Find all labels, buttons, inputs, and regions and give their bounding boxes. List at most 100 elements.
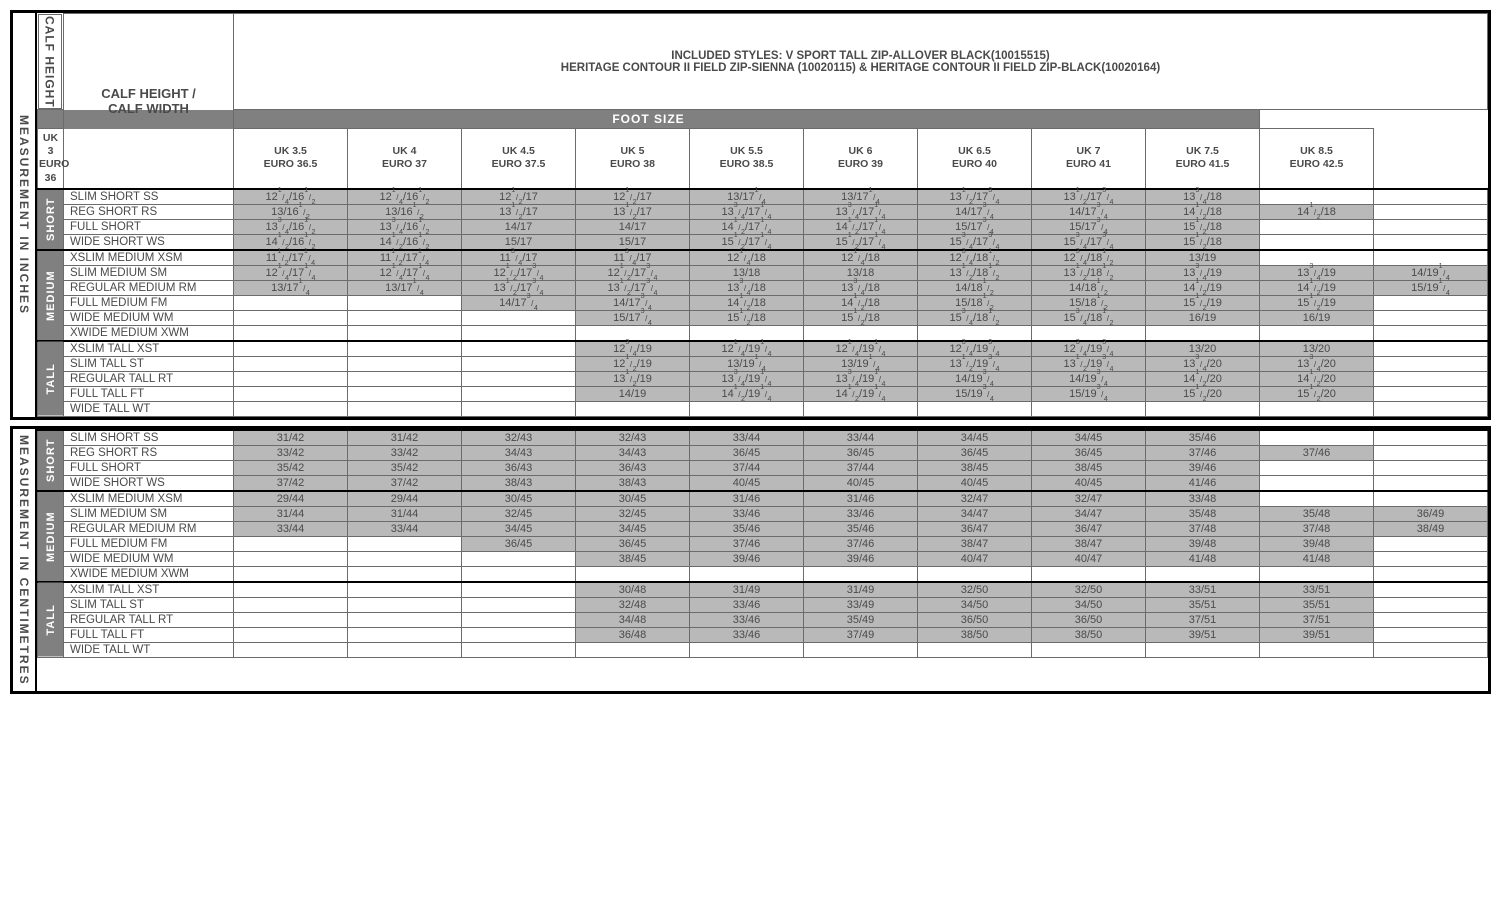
measurement-cell [918,642,1032,657]
size-column-header: UK 5.5EURO 38.5 [690,129,804,189]
measurement-cell: 133/4/20 [1146,356,1260,371]
measurement-cell: 36/45 [1032,445,1146,460]
measurement-cell [1260,219,1374,234]
measurement-cell: 13/191/4 [690,356,804,371]
measurement-cell: 151/2/18 [1146,234,1260,250]
width-row-label: SLIM MEDIUM SM [64,265,234,280]
measurement-cell: 121/4/171/4 [234,265,348,280]
measurement-cell: 33/46 [804,506,918,521]
measurement-cell [1374,536,1488,551]
measurement-cell [1374,401,1488,416]
measurement-cell: 38/43 [576,475,690,491]
measurement-cell: 33/46 [690,627,804,642]
measurement-cell: 32/48 [576,597,690,612]
measurement-cell: 32/45 [462,506,576,521]
measurement-cell [1374,250,1488,266]
measurement-cell [234,371,348,386]
measurement-cell: 36/43 [576,460,690,475]
measurement-cell: 151/2/19 [1146,295,1260,310]
measurement-cell: 131/2/193/4 [918,356,1032,371]
measurement-cell: 121/2/173/4 [462,265,576,280]
measurement-cell: 14/173/4 [462,295,576,310]
measurement-cell: 34/43 [462,445,576,460]
measurement-cell: 151/2/18 [1146,219,1260,234]
measurement-cell: 121/4/161/2 [234,189,348,205]
measurement-cell: 151/2/18 [690,310,804,325]
measurement-cell [348,295,462,310]
measurement-cell: 36/47 [918,521,1032,536]
measurement-cell: 37/44 [690,460,804,475]
measurement-cell [234,642,348,657]
measurement-cell: 151/2/171/4 [804,234,918,250]
measurement-cell [1374,219,1488,234]
measurement-cell: 38/47 [1032,536,1146,551]
measurement-cell: 33/48 [1146,491,1260,507]
measurement-cell [462,341,576,357]
measurement-cell: 37/46 [1146,445,1260,460]
measurement-cell [690,401,804,416]
measurement-cell [234,310,348,325]
measurement-cell: 14/181/2 [918,280,1032,295]
measurement-cell [576,566,690,582]
measurement-cell: 131/2/181/2 [1032,265,1146,280]
measurement-cell: 32/50 [918,582,1032,598]
measurement-cell [1260,491,1374,507]
measurement-cell: 33/44 [348,521,462,536]
size-column-header: UK 8.5EURO 42.5 [1260,129,1374,189]
measurement-cell: 33/46 [690,506,804,521]
measurement-cell: 13/18 [690,265,804,280]
measurement-cell [234,566,348,582]
measurement-cell: 121/2/17 [576,189,690,205]
width-row-label: REGULAR TALL RT [64,371,234,386]
width-row-label: SLIM SHORT SS [64,189,234,205]
measurement-cell: 153/4/173/4 [1032,234,1146,250]
measurement-cell: 14/173/4 [576,295,690,310]
measurement-cell: 35/42 [234,460,348,475]
measurement-cell: 31/46 [804,491,918,507]
unit-label: MEASUREMENT IN INCHES [13,13,37,417]
measurement-cell: 36/47 [1032,521,1146,536]
measurement-cell: 14/19 [576,386,690,401]
measurement-cell: 35/42 [348,460,462,475]
measurement-cell: 123/4/193/4 [918,341,1032,357]
measurement-cell [234,295,348,310]
measurement-cell: 30/45 [462,491,576,507]
measurement-cell [1146,401,1260,416]
measurement-cell: 151/2/20 [1260,386,1374,401]
measurement-cell [348,325,462,341]
width-row-label: WIDE TALL WT [64,401,234,416]
measurement-cell: 121/4/171/4 [348,265,462,280]
height-group-label: SHORT [38,430,64,491]
measurement-cell: 123/4/181/2 [918,250,1032,266]
height-group-label: TALL [38,341,64,417]
measurement-cell: 38/47 [918,536,1032,551]
measurement-cell: 141/2/18 [1260,204,1374,219]
measurement-cell: 34/47 [1032,506,1146,521]
measurement-cell: 111/2/171/4 [234,250,348,266]
width-row-label: SLIM MEDIUM SM [64,506,234,521]
measurement-cell [462,612,576,627]
measurement-cell [1146,642,1260,657]
measurement-cell [1260,189,1374,205]
measurement-cell [462,627,576,642]
measurement-cell: 41/48 [1146,551,1260,566]
measurement-cell: 141/2/171/4 [804,219,918,234]
measurement-cell: 133/4/19 [1146,265,1260,280]
height-group-label: SHORT [38,189,64,250]
measurement-cell: 13/171/4 [234,280,348,295]
measurement-cell [804,325,918,341]
measurement-cell [576,401,690,416]
measurement-cell: 15/17 [462,234,576,250]
measurement-cell: 34/45 [576,521,690,536]
measurement-cell: 31/46 [690,491,804,507]
measurement-cell [690,642,804,657]
measurement-cell: 153/4/181/2 [1032,310,1146,325]
measurement-cell [1032,642,1146,657]
measurement-cell [462,566,576,582]
measurement-cell: 113/4/17 [462,250,576,266]
measurement-cell [348,627,462,642]
measurement-cell [348,642,462,657]
measurement-cell: 141/2/19 [1260,280,1374,295]
measurement-cell [1146,566,1260,582]
measurement-cell: 36/45 [804,445,918,460]
